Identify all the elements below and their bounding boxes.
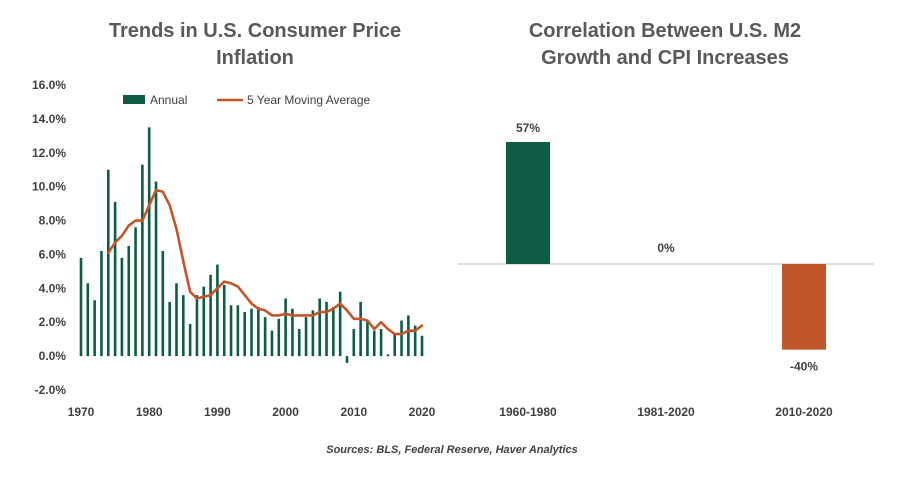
sources-note: Sources: BLS, Federal Reserve, Haver Ana… xyxy=(326,444,578,456)
annual-bar xyxy=(284,298,287,357)
annual-bar xyxy=(86,283,90,357)
annual-bar xyxy=(372,330,376,357)
right-chart-title: Correlation Between U.S. M2 Growth and C… xyxy=(440,18,890,72)
y-tick-label: -2.0% xyxy=(35,383,67,397)
correlation-bar xyxy=(782,264,826,350)
annual-bar xyxy=(236,305,240,357)
annual-bar xyxy=(154,181,158,357)
x-tick-label: 1980 xyxy=(136,405,163,419)
annual-bar xyxy=(359,301,362,357)
annual-bar xyxy=(277,318,281,357)
category-label: 2010-2020 xyxy=(775,405,833,419)
annual-bar xyxy=(386,354,390,357)
annual-bar xyxy=(270,330,274,357)
moving-average-line xyxy=(107,188,424,336)
data-label: 57% xyxy=(516,121,540,135)
annual-bar xyxy=(297,329,301,357)
left-chart-title-line-2: Inflation xyxy=(216,47,294,69)
annual-bar xyxy=(188,323,192,357)
annual-bar xyxy=(393,334,397,357)
annual-bar xyxy=(168,301,171,357)
annual-bar xyxy=(338,291,342,357)
annual-bar xyxy=(161,251,165,357)
annual-bar xyxy=(304,317,308,357)
x-tick-label: 1990 xyxy=(204,405,231,419)
legend-moving-average-label: 5 Year Moving Average xyxy=(247,93,371,107)
annual-bar xyxy=(407,315,410,357)
annual-bar xyxy=(195,295,199,357)
y-tick-label: 16.0% xyxy=(32,78,66,92)
correlation-bar xyxy=(506,142,550,264)
y-tick-label: 14.0% xyxy=(32,112,66,126)
annual-bar xyxy=(222,284,226,357)
y-tick-label: 2.0% xyxy=(39,315,67,329)
y-tick-label: 10.0% xyxy=(32,180,66,194)
data-label: -40% xyxy=(790,360,818,374)
category-label: 1960-1980 xyxy=(499,405,557,419)
left-chart-title-line-1: Trends in U.S. Consumer Price xyxy=(108,20,402,42)
x-tick-label: 2020 xyxy=(409,405,436,419)
y-tick-label: 6.0% xyxy=(39,247,67,261)
annual-bar xyxy=(79,257,83,357)
annual-bar xyxy=(345,356,349,363)
annual-bar xyxy=(216,264,219,357)
annual-bar xyxy=(352,329,356,357)
annual-bar xyxy=(175,283,178,357)
right-chart-title-line-2: Growth and CPI Increases xyxy=(541,47,789,69)
annual-bar xyxy=(106,169,110,357)
annual-bar xyxy=(250,308,253,357)
annual-bar xyxy=(209,274,212,357)
annual-bar xyxy=(257,306,260,357)
y-tick-label: 4.0% xyxy=(39,281,67,295)
annual-bar xyxy=(379,329,383,357)
x-tick-label: 1970 xyxy=(68,405,95,419)
annual-bar xyxy=(332,306,335,357)
annual-bar xyxy=(366,320,369,357)
annual-bar xyxy=(318,298,321,357)
annual-bar xyxy=(413,325,417,357)
annual-bar xyxy=(113,201,117,357)
annual-bar xyxy=(311,310,315,357)
category-label: 1981-2020 xyxy=(637,405,695,419)
annual-bar xyxy=(147,127,151,357)
y-tick-label: 12.0% xyxy=(32,146,66,160)
annual-bar xyxy=(400,320,403,357)
annual-bar xyxy=(182,295,185,357)
x-tick-label: 2000 xyxy=(272,405,299,419)
annual-bar xyxy=(229,305,233,357)
x-tick-label: 2010 xyxy=(340,405,367,419)
annual-bar xyxy=(325,301,328,357)
annual-bar xyxy=(141,164,144,357)
data-label: 0% xyxy=(657,241,675,255)
annual-bar xyxy=(202,286,206,357)
annual-bar xyxy=(100,251,103,357)
annual-bar xyxy=(243,312,246,357)
legend-annual-label: Annual xyxy=(150,93,187,107)
annual-bar xyxy=(134,227,137,357)
annual-bar xyxy=(127,245,131,357)
annual-bar xyxy=(120,257,124,357)
legend-annual-swatch xyxy=(123,95,145,104)
annual-bar xyxy=(420,335,424,357)
annual-bar xyxy=(93,300,96,357)
y-tick-label: 8.0% xyxy=(39,214,67,228)
right-chart-title-line-1: Correlation Between U.S. M2 xyxy=(528,20,802,42)
left-chart-title: Trends in U.S. Consumer Price Inflation xyxy=(60,18,450,72)
annual-bar xyxy=(263,317,267,357)
y-tick-label: 0.0% xyxy=(39,349,67,363)
annual-bar xyxy=(291,308,294,357)
